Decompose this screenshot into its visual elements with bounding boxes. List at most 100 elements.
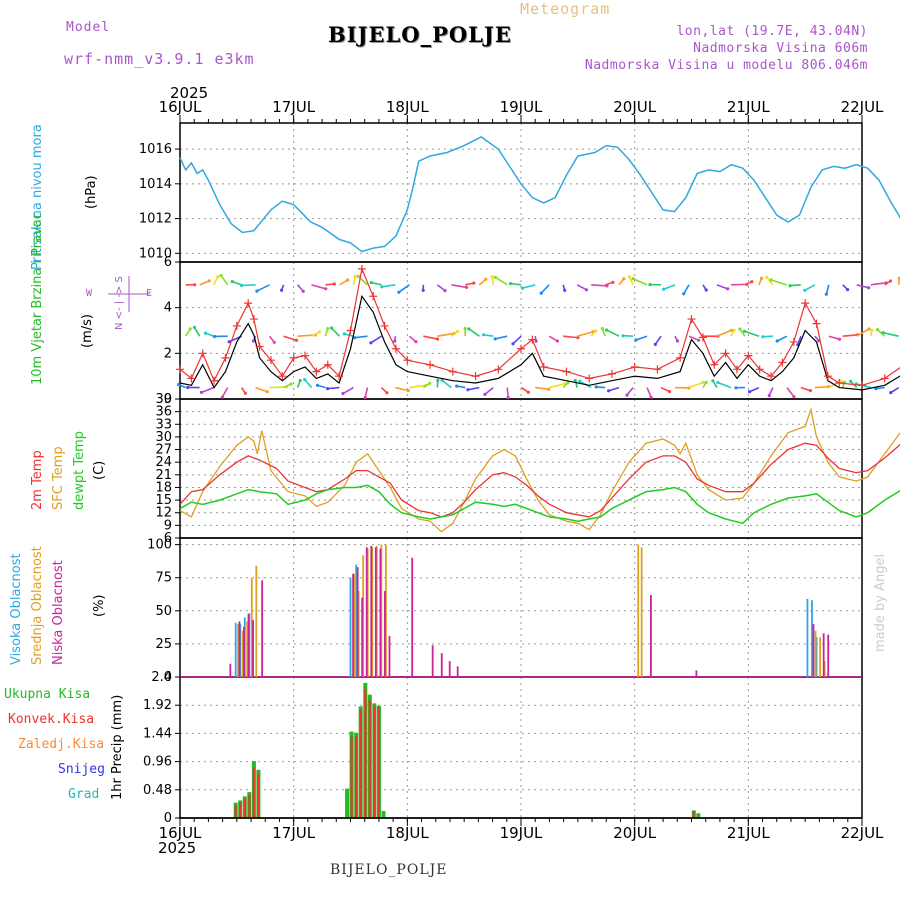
wind-arrow	[371, 281, 382, 286]
wind-arrow	[395, 386, 409, 392]
wind-arrow-head	[493, 337, 497, 341]
wind-arrow-head	[301, 289, 305, 293]
credit-label: made by Angel	[873, 553, 888, 652]
wind-arrow-head	[711, 379, 715, 383]
wind-arrow-head	[573, 378, 577, 383]
cloud-unit: (%)	[92, 594, 107, 618]
wind-arrow-head	[188, 327, 192, 331]
x-tick-label-bottom: 20JUL	[613, 824, 656, 842]
y-tick-label: 27	[155, 443, 172, 458]
wind-arrow-head	[203, 331, 208, 335]
wind-arrow	[744, 330, 760, 337]
wind-arrow	[591, 284, 608, 287]
wind-unit: (m/s)	[80, 314, 95, 348]
wind-arrow-head	[578, 379, 582, 383]
wind-gust-marker	[278, 372, 287, 381]
wind-arrow	[304, 379, 313, 389]
wind-compass-we: W E	[86, 288, 153, 299]
y-tick-label: 50	[155, 604, 172, 619]
wind-arrow-head	[625, 393, 629, 397]
wind-arrow-head	[875, 328, 880, 332]
wind-gust-marker	[710, 360, 719, 369]
x-tick-label-top: 18JUL	[386, 98, 429, 116]
wind-arrow-head	[555, 339, 560, 343]
wind-arrow-head	[563, 288, 567, 292]
wind-arrow-head	[675, 339, 680, 343]
wind-arrow-head	[493, 275, 497, 279]
wind-arrow-head	[465, 285, 469, 289]
wind-arrow-head	[369, 281, 373, 285]
wind-arrow	[409, 384, 426, 389]
precip-conv-bar	[239, 802, 242, 818]
wind-arrow-head	[584, 288, 589, 292]
wind-arrow	[512, 335, 522, 345]
wind-arrow	[716, 284, 729, 290]
precip-conv-bar	[368, 700, 371, 818]
y-tick-label: 6	[164, 255, 172, 270]
x-tick-label-bottom: 21JUL	[727, 824, 770, 842]
y-tick-label: 0	[164, 392, 172, 407]
wind-arrow	[776, 335, 788, 342]
precip-conv-bar	[252, 768, 255, 818]
wind-arrow-head	[600, 327, 605, 331]
wind-arrow-head	[440, 378, 444, 382]
wind-gust-marker	[380, 321, 389, 330]
cloud-high-title: Visoka Oblacnost	[9, 553, 24, 665]
x-tick-label-bottom: 17JUL	[272, 824, 315, 842]
precip-conv-label: Konvek.Kisa	[8, 712, 95, 727]
y-tick-label: 1016	[139, 142, 172, 157]
wind-gust-marker	[539, 363, 548, 372]
wind-gust-marker	[346, 326, 355, 335]
wind-arrow-head	[490, 275, 494, 279]
y-tick-label: 75	[155, 571, 172, 586]
x-tick-label-top: 21JUL	[727, 98, 770, 116]
wind-arrow	[342, 386, 354, 395]
sfc-temp-line	[179, 407, 900, 533]
wind-arrow-head	[767, 394, 771, 398]
wind-arrow-head	[207, 279, 211, 283]
precip-conv-bar	[248, 794, 251, 818]
wind-arrow-head	[482, 333, 486, 337]
y-tick-label: 18	[155, 480, 172, 495]
wind-arrow-head	[803, 288, 807, 292]
wind-gust-marker	[232, 321, 241, 330]
wind-gust-marker	[880, 374, 889, 383]
wind-arrow	[717, 381, 732, 389]
y-tick-label: 4	[164, 301, 172, 316]
y-tick-label: 25	[155, 637, 172, 652]
wind-arrow-head	[356, 274, 360, 278]
precip-conv-bar	[355, 735, 358, 819]
year-top: 2025	[170, 84, 209, 102]
wind-gust-marker	[789, 337, 798, 346]
wind-arrow-head	[824, 292, 829, 296]
pressure-unit: (hPa)	[84, 175, 99, 209]
elevation-label: Nadmorska Visina 606m	[693, 41, 868, 56]
wind-gust-marker	[687, 315, 696, 324]
wind-arrow-head	[648, 283, 652, 287]
wind-arrow-head	[888, 279, 893, 283]
y-tick-label: 1010	[139, 246, 172, 261]
wind-gust-marker	[528, 335, 537, 344]
wind-gust-marker	[653, 365, 662, 374]
wind-arrow	[199, 280, 210, 286]
page-title: BIJELO_POLJE	[328, 22, 512, 47]
precip-conv-bar	[692, 811, 695, 818]
wind-gust-marker	[323, 360, 332, 369]
wind-gust-marker	[244, 299, 253, 308]
wind-gust-marker	[210, 376, 219, 385]
wind-arrow-head	[732, 328, 736, 332]
wind-arrow-head	[662, 287, 666, 291]
wind-arrow	[495, 276, 508, 286]
wind-arrow-head	[220, 395, 224, 399]
wind-arrow	[749, 386, 760, 393]
wind-arrow-head	[484, 277, 488, 281]
y-tick-label: 36	[155, 405, 172, 420]
y-tick-label: 100	[147, 538, 172, 553]
model-label: Model	[66, 20, 111, 35]
wind-gust-marker	[744, 351, 753, 360]
precip-total-bar	[696, 813, 701, 818]
wind-gust-marker	[698, 333, 707, 342]
wind-arrow-head	[467, 327, 471, 331]
wind-arrow	[468, 328, 480, 337]
wind-gust-marker	[187, 374, 196, 383]
